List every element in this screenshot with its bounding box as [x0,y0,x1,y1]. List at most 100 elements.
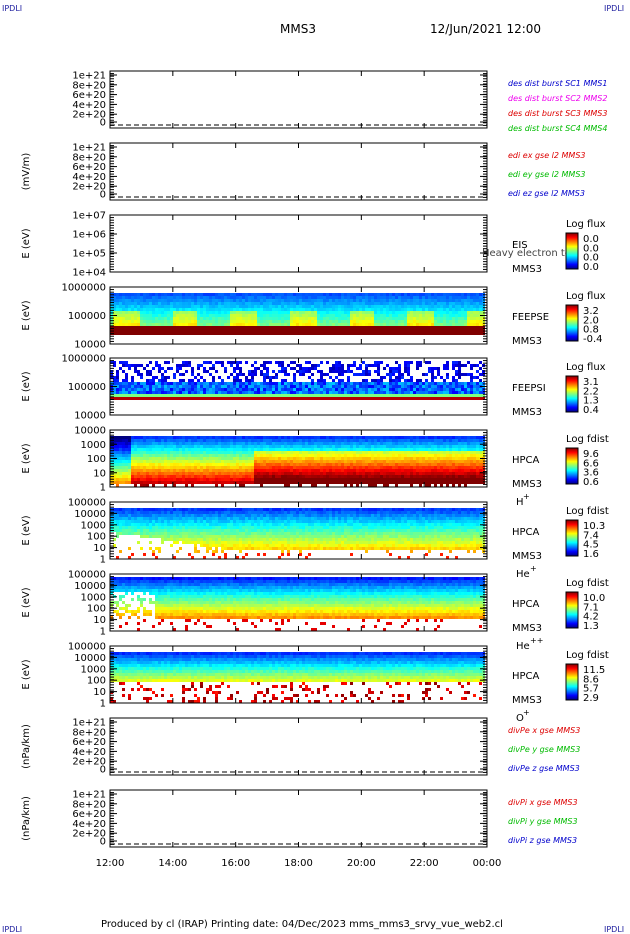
spectrogram-cell [419,364,422,367]
spectrogram-cell [185,299,188,302]
spectrogram-cell [404,299,407,302]
spectrogram-cell [254,466,257,469]
spectrogram-cell [413,481,416,484]
spectrogram-cell [146,323,149,326]
spectrogram-cell [146,454,149,457]
spectrogram-cell [113,388,116,391]
spectrogram-cell [269,305,272,308]
spectrogram-cell [152,436,155,439]
spectrogram-cell [407,472,410,475]
spectrogram-cell [383,460,386,463]
spectrogram-cell [347,314,350,317]
spectrogram-cell [371,317,374,320]
spectrogram-cell [242,332,245,335]
spectrogram-cell [140,454,143,457]
spectrogram-cell [365,469,368,472]
spectrogram-cell [212,463,215,466]
spectrogram-cell [266,457,269,460]
spectrogram-cell [167,332,170,335]
spectrogram-cell [149,311,152,314]
spectrogram-cell [254,469,257,472]
spectrogram-cell [191,466,194,469]
spectrogram-cell [140,373,143,376]
spectrogram-cell [338,317,341,320]
spectrogram-cell [170,332,173,335]
y-tick-label: 1e+21 [72,71,106,82]
spectrogram-cell [398,460,401,463]
spectrogram-cell [215,332,218,335]
spectrogram-cell [272,442,275,445]
spectrogram-cell [239,481,242,484]
spectrogram-cell [317,394,320,397]
spectrogram-cell [227,308,230,311]
spectrogram-cell [338,457,341,460]
spectrogram-cell [203,317,206,320]
spectrogram-cell [467,394,470,397]
spectrogram-cell [380,478,383,481]
spectrogram-cell [122,442,125,445]
spectrogram-cell [407,481,410,484]
spectrogram-cell [329,326,332,329]
spectrogram-cell [203,305,206,308]
spectrogram-cell [203,314,206,317]
spectrogram-cell [416,332,419,335]
spectrogram-cell [182,460,185,463]
spectrogram-cell [227,457,230,460]
spectrogram-cell [299,481,302,484]
spectrogram-cell [149,481,152,484]
spectrogram-cell [215,314,218,317]
spectrogram-cell [341,367,344,370]
spectrogram-cell [254,448,257,451]
spectrogram-cell [263,320,266,323]
spectrogram-cell [194,397,197,400]
spectrogram-cell [425,481,428,484]
spectrogram-cell [383,314,386,317]
spectrogram-cell [164,484,167,487]
spectrogram-cell [461,317,464,320]
spectrogram-cell [266,445,269,448]
spectrogram-cell [425,469,428,472]
spectrogram-cell [281,469,284,472]
spectrogram-cell [173,451,176,454]
spectrogram-cell [236,311,239,314]
spectrogram-cell [311,367,314,370]
spectrogram-cell [281,454,284,457]
spectrogram-cell [293,481,296,484]
spectrogram-cell [356,385,359,388]
spectrogram-cell [365,317,368,320]
spectrogram-cell [329,332,332,335]
spectrogram-cell [353,299,356,302]
spectrogram-cell [227,314,230,317]
spectrogram-cell [152,326,155,329]
spectrogram-cell [233,457,236,460]
spectrogram-cell [242,317,245,320]
spectrogram-cell [158,332,161,335]
spectrogram-cell [119,463,122,466]
spectrogram-cell [152,394,155,397]
spectrogram-cell [374,457,377,460]
spectrogram-cell [272,448,275,451]
spectrogram-cell [410,317,413,320]
y-tick-label: 10000 [74,411,106,422]
spectrogram-cell [320,376,323,379]
spectrogram-cell [341,299,344,302]
spectrogram-cell [311,326,314,329]
spectrogram-cell [164,314,167,317]
spectrogram-cell [434,320,437,323]
spectrogram-cell [380,308,383,311]
spectrogram-cell [284,388,287,391]
spectrogram-cell [248,469,251,472]
spectrogram-cell [383,478,386,481]
spectrogram-cell [164,320,167,323]
spectrogram-cell [395,466,398,469]
spectrogram-cell [161,376,164,379]
spectrogram-cell [185,472,188,475]
spectrogram-cell [218,296,221,299]
spectrogram-cell [194,451,197,454]
spectrogram-cell [137,451,140,454]
spectrogram-cell [323,308,326,311]
spectrogram-cell [125,394,128,397]
spectrogram-cell [287,388,290,391]
spectrogram-cell [161,460,164,463]
spectrogram-cell [278,460,281,463]
